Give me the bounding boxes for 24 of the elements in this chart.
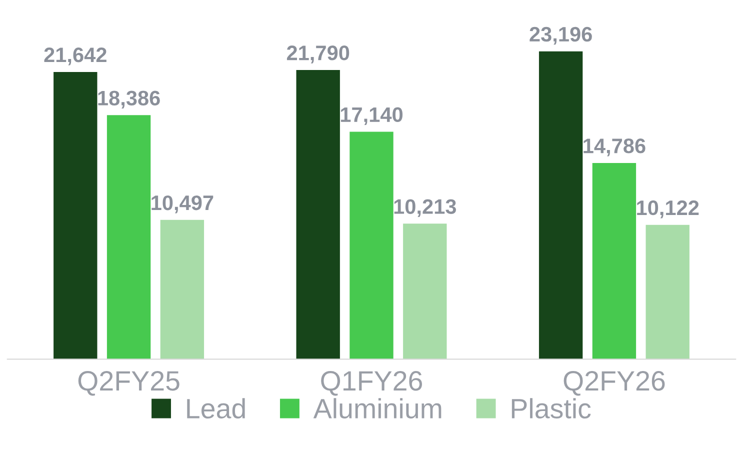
bar <box>160 220 204 360</box>
bar <box>350 132 394 360</box>
bar <box>592 162 636 360</box>
data-label: 23,196 <box>530 26 592 45</box>
legend-label: Aluminium <box>313 398 442 419</box>
data-label: 17,140 <box>340 107 403 126</box>
x-tick-label: Q2FY26 <box>564 371 665 396</box>
legend-label: Lead <box>187 398 245 419</box>
bar <box>296 70 340 360</box>
x-tick-label: Q1FY26 <box>321 371 422 396</box>
data-label: 10,497 <box>152 195 214 214</box>
bar <box>646 224 690 360</box>
x-tick-label: Q2FY25 <box>78 371 180 396</box>
data-label: 21,642 <box>44 48 106 66</box>
data-label: 14,786 <box>584 138 646 156</box>
bar <box>54 72 98 360</box>
data-label: 18,386 <box>98 90 160 109</box>
data-label: 21,790 <box>286 46 350 64</box>
data-label: 10,122 <box>637 200 699 218</box>
bar <box>403 224 447 360</box>
legend-label: Plastic <box>512 398 591 419</box>
bar <box>538 51 583 360</box>
bar <box>106 115 151 360</box>
data-label: 10,213 <box>394 199 456 217</box>
